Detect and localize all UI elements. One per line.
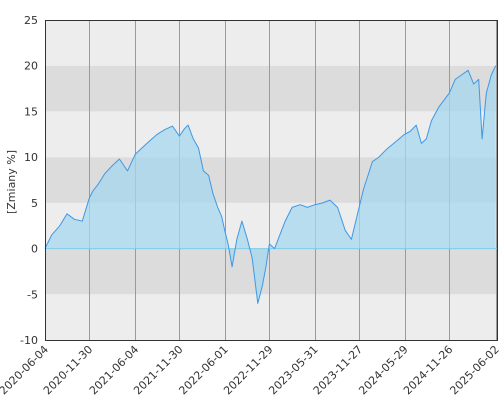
y-tick-label: 25: [24, 14, 38, 27]
series-area-fill: [45, 65, 496, 304]
y-tick-label: -10: [20, 334, 38, 347]
band: [45, 20, 498, 66]
x-tick-label: 2025-06-02: [447, 343, 500, 397]
y-tick-label: 0: [31, 243, 38, 256]
series-line: [44, 65, 497, 304]
y-tick-label: 20: [24, 60, 38, 73]
x-axis-tick-labels: 2020-06-042020-11-302021-06-042021-11-30…: [0, 343, 500, 397]
band: [45, 294, 498, 340]
plot-frame: [45, 20, 498, 341]
y-tick-label: 10: [24, 151, 38, 164]
y-tick-label: -5: [27, 288, 38, 301]
y-axis-label: [Zmiany %]: [5, 150, 18, 214]
band: [45, 248, 498, 295]
y-axis-tick-labels: -10 -5 0 5 10 15 20 25: [20, 14, 38, 347]
y-tick-label: 15: [24, 105, 38, 118]
band: [45, 65, 498, 112]
y-tick-label: 5: [31, 197, 38, 210]
